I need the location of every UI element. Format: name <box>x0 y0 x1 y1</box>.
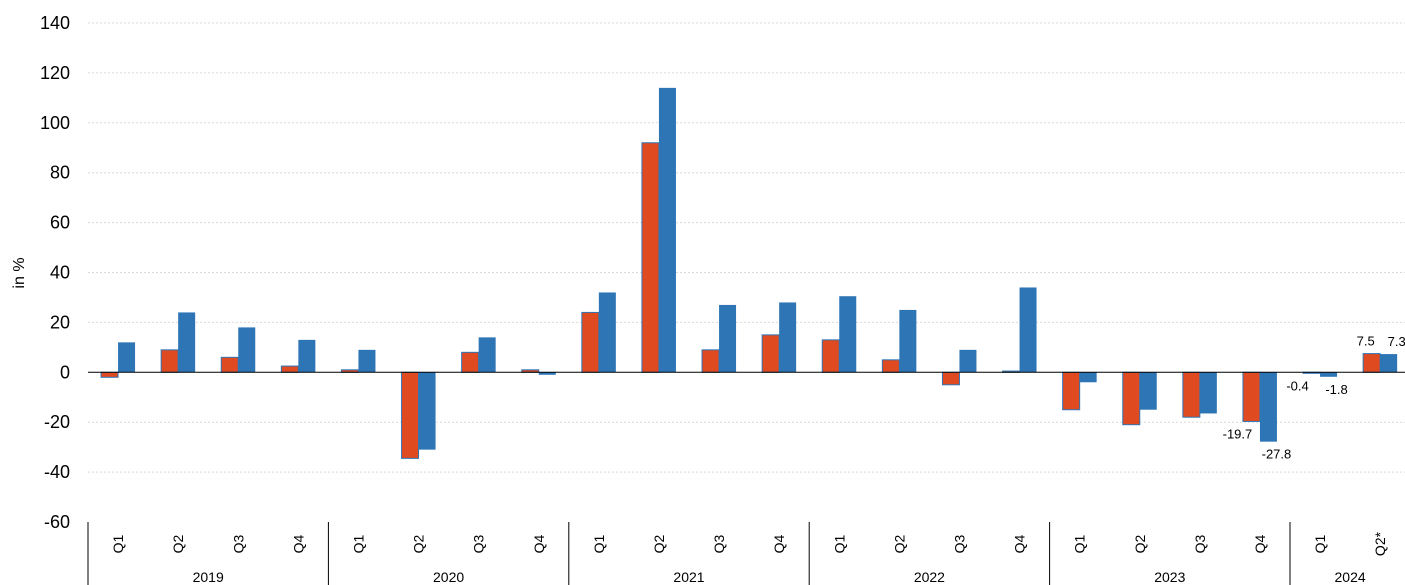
bar-series1-17 <box>1122 371 1141 426</box>
x-category-label: Q3 <box>1192 534 1208 553</box>
bar-series1-8 <box>581 311 600 373</box>
y-tick-label: 0 <box>60 362 70 382</box>
x-category-label: Q4 <box>531 534 547 553</box>
y-tick-label: 120 <box>40 63 70 83</box>
bar-series1-1 <box>160 349 179 373</box>
y-axis-title: in % <box>11 257 28 288</box>
bar-series2-11 <box>779 302 797 373</box>
x-category-label: Q3 <box>230 534 246 553</box>
bar-series1-2 <box>220 356 239 373</box>
y-tick-label: 100 <box>40 113 70 133</box>
bar-series2-1 <box>178 312 196 373</box>
year-label: 2019 <box>193 569 224 585</box>
year-label: 2024 <box>1335 569 1366 585</box>
bar-series2-14 <box>959 349 977 373</box>
x-category-label: Q2 <box>170 534 186 553</box>
bar-series2-17 <box>1139 372 1157 410</box>
bar-series2-3 <box>298 339 316 373</box>
x-category-label: Q3 <box>951 534 967 553</box>
bar-series2-7 <box>538 372 556 375</box>
bar-series1-12 <box>821 339 840 373</box>
bar-series2-0 <box>118 342 136 373</box>
y-tick-label: -60 <box>44 512 70 532</box>
bar-series2-21 <box>1380 354 1398 373</box>
bar-series1-6 <box>461 351 480 373</box>
data-label: -1.8 <box>1325 382 1347 397</box>
bar-series2-16 <box>1079 372 1097 383</box>
y-tick-label: 80 <box>50 163 70 183</box>
bar-series1-9 <box>641 142 660 373</box>
bar-series1-16 <box>1062 371 1081 411</box>
bar-series2-15 <box>1019 287 1037 373</box>
bar-series1-21 <box>1362 353 1381 373</box>
bar-series1-14 <box>941 371 960 386</box>
bar-series1-11 <box>761 334 780 373</box>
year-label: 2020 <box>433 569 464 585</box>
bar-series2-18 <box>1199 372 1217 414</box>
data-label: -0.4 <box>1286 378 1308 393</box>
x-category-label: Q1 <box>350 534 366 553</box>
year-label: 2021 <box>673 569 704 585</box>
x-category-label: Q4 <box>1012 534 1028 553</box>
year-label: 2022 <box>914 569 945 585</box>
y-tick-label: 60 <box>50 213 70 233</box>
data-labels: -19.7 -27.8 -0.4 -1.8 7.5 7.3 <box>1223 334 1405 462</box>
data-label: -19.7 <box>1223 426 1253 441</box>
x-category-label: Q3 <box>711 534 727 553</box>
bar-series1-0 <box>100 371 119 378</box>
y-tick-label: 140 <box>40 13 70 33</box>
y-tick-label: -20 <box>44 412 70 432</box>
x-category-label: Q1 <box>831 534 847 553</box>
x-category-label: Q1 <box>1312 534 1328 553</box>
year-label: 2023 <box>1154 569 1185 585</box>
x-category-label: Q4 <box>771 534 787 553</box>
bars <box>100 87 1398 459</box>
bar-series2-13 <box>899 309 917 373</box>
bar-series2-12 <box>839 296 857 373</box>
y-tick-label: -40 <box>44 462 70 482</box>
x-category-label: Q3 <box>471 534 487 553</box>
gridlines <box>88 22 1405 473</box>
data-label: -27.8 <box>1262 447 1292 462</box>
axes: 140 120 100 80 60 40 20 0 -20 -40 -60 Q1 Q2 Q3 Q4 Q1 Q2 Q… <box>40 13 1405 585</box>
x-category-label: Q1 <box>110 534 126 553</box>
data-label: 7.3 <box>1388 334 1405 349</box>
x-category-label: Q4 <box>1252 534 1268 553</box>
bar-series1-3 <box>280 365 299 373</box>
bar-series2-19 <box>1259 372 1277 442</box>
data-label: 7.5 <box>1357 334 1375 349</box>
bar-series2-9 <box>658 87 676 373</box>
bar-series1-5 <box>401 371 420 459</box>
bar-series2-20 <box>1320 372 1338 377</box>
bar-series1-10 <box>701 349 720 373</box>
x-category-label: Q1 <box>1072 534 1088 553</box>
bar-series2-8 <box>598 292 616 373</box>
bar-series1-19 <box>1242 371 1261 422</box>
bar-series2-4 <box>358 349 376 373</box>
x-category-label: Q4 <box>290 534 306 553</box>
x-category-label: Q2 <box>411 534 427 553</box>
bar-series2-10 <box>719 304 737 373</box>
x-category-label: Q2 <box>1132 534 1148 553</box>
x-category-label: Q2 <box>891 534 907 553</box>
bar-series1-18 <box>1182 371 1201 418</box>
bar-series2-5 <box>418 372 436 450</box>
bar-series2-6 <box>478 337 496 373</box>
bar-series1-13 <box>881 359 900 373</box>
bar-series2-2 <box>238 327 256 373</box>
y-tick-label: 20 <box>50 312 70 332</box>
x-category-label: Q2* <box>1372 531 1388 556</box>
y-tick-label: 40 <box>50 263 70 283</box>
x-category-label: Q2 <box>651 534 667 553</box>
x-category-label: Q1 <box>591 534 607 553</box>
